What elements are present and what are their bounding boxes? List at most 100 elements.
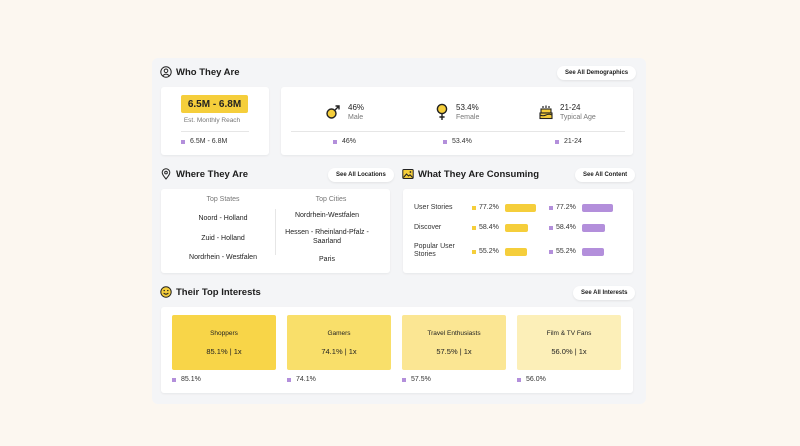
person-icon [160,66,172,78]
interests-title: Their Top Interests [176,286,261,298]
interest-stat: 57.5% | 1x [436,346,472,356]
age-label: Typical Age [560,114,596,121]
consuming-section-title: What They Are Consuming [402,168,539,180]
legend-swatch [472,206,476,210]
location-pin-icon [160,168,172,180]
demographics-card: 46% Male 53.4% Female 21-24 Typical Age … [281,87,633,155]
column-divider [275,209,276,255]
city-item: Paris [319,256,335,263]
interests-section-title: Their Top Interests [160,286,261,298]
interest-legend: 57.5% [402,376,431,383]
reach-value: 6.5M - 6.8M [181,95,248,113]
legend-swatch [555,139,559,144]
interest-legend: 74.1% [287,376,316,383]
content-bar [582,248,605,256]
legend-swatch [333,139,337,144]
interest-name: Travel Enthusiasts [427,329,481,337]
stat-age: 21-24 Typical Age [539,103,596,121]
male-legend: 46% [333,138,356,145]
interest-legend-value: 74.1% [296,376,316,383]
stat-female: 53.4% Female [435,103,479,121]
male-legend-value: 46% [342,138,357,145]
content-bar [505,248,528,256]
see-all-content-button[interactable]: See All Content [575,168,636,182]
interest-tile[interactable]: Shoppers 85.1% | 1x [172,315,276,370]
male-icon [325,104,341,120]
top-states-header: Top States [206,196,240,203]
legend-swatch [181,139,185,144]
legend-swatch [549,206,553,210]
cake-icon [539,104,553,120]
interest-name: Film & TV Fans [546,329,592,337]
state-item: Zuid - Holland [201,235,245,242]
interest-tile[interactable]: Gamers 74.1% | 1x [287,315,391,370]
consuming-title: What They Are Consuming [418,168,540,180]
content-bar [582,224,606,232]
interest-stat: 56.0% | 1x [551,346,587,356]
city-item: Hessen - Rheinland-Pfalz - Saarland [285,229,369,245]
top-cities-header: Top Cities [315,196,347,203]
content-bar [505,224,529,232]
reach-legend-value: 6.5M - 6.8M [190,138,228,145]
content-bar [505,204,536,212]
interest-stat: 85.1% | 1x [206,346,242,356]
content-pct: 77.2% [556,204,576,211]
interest-legend-value: 56.0% [526,376,546,383]
content-label: User Stories [414,204,453,211]
content-pct: 58.4% [556,224,576,231]
age-legend-value: 21-24 [564,138,582,145]
interest-name: Gamers [327,329,351,337]
content-pct: 58.4% [479,224,499,231]
divider [181,131,249,132]
legend-swatch [287,377,291,382]
content-bar [582,204,613,212]
legend-swatch [402,377,406,382]
stat-male: 46% Male [325,103,364,121]
legend-swatch [472,226,476,230]
content-pct: 55.2% [556,248,576,255]
content-pct: 77.2% [479,204,499,211]
state-item: Noord - Holland [198,215,248,222]
content-card: User Stories Discover Popular User Stori… [403,189,633,273]
age-value: 21-24 [560,103,581,112]
content-label: Discover [414,224,442,231]
image-icon [402,168,414,180]
state-item: Nordrhein - Westfalen [189,254,257,261]
content-pct: 55.2% [479,248,499,255]
who-title: Who They Are [176,66,240,78]
interest-legend-value: 57.5% [411,376,431,383]
female-legend-value: 53.4% [452,138,472,145]
interest-legend-value: 85.1% [181,376,201,383]
interest-tile[interactable]: Travel Enthusiasts 57.5% | 1x [402,315,506,370]
interest-tile[interactable]: Film & TV Fans 56.0% | 1x [517,315,621,370]
divider [291,131,625,132]
where-title: Where They Are [176,168,248,180]
legend-swatch [443,139,447,144]
female-icon [435,103,449,121]
see-all-demographics-button[interactable]: See All Demographics [557,66,637,80]
interest-legend: 85.1% [172,376,201,383]
reach-legend: 6.5M - 6.8M [181,138,227,145]
legend-swatch [472,250,476,254]
female-label: Female [456,114,480,121]
content-label: Popular User Stories [414,243,455,258]
female-value: 53.4% [456,103,479,112]
interest-legend: 56.0% [517,376,546,383]
age-legend: 21-24 [555,138,582,145]
interests-card: Shoppers 85.1% | 1x Gamers 74.1% | 1x Tr… [161,307,633,393]
who-section-title: Who They Are [160,66,240,78]
see-all-interests-button[interactable]: See All Interests [573,286,636,300]
legend-swatch [172,377,176,382]
male-value: 46% [348,103,365,112]
reach-label: Est. Monthly Reach [183,117,241,124]
legend-swatch [549,250,553,254]
where-section-title: Where They Are [160,168,248,180]
city-item: Nordrhein-Westfalen [294,212,360,219]
see-all-locations-button[interactable]: See All Locations [328,168,394,182]
female-legend: 53.4% [443,138,472,145]
interests-icon [160,286,172,298]
reach-card: 6.5M - 6.8M Est. Monthly Reach 6.5M - 6.… [161,87,269,155]
male-label: Male [348,114,364,121]
locations-card: Top States Top Cities Noord - Holland Zu… [161,189,390,273]
interest-stat: 74.1% | 1x [321,346,357,356]
